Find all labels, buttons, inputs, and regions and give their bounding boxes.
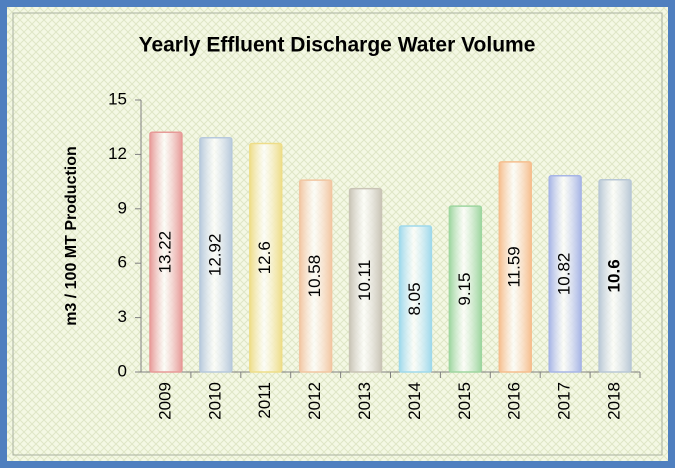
bar bbox=[448, 205, 483, 373]
bar bbox=[249, 142, 283, 373]
bar bbox=[199, 136, 233, 373]
value-label: 12.6 bbox=[255, 241, 274, 274]
x-tick-label: 2012 bbox=[305, 382, 324, 420]
x-tick-label: 2015 bbox=[455, 382, 474, 420]
x-tick-label: 2016 bbox=[505, 382, 524, 420]
x-tick-label: 2014 bbox=[405, 382, 424, 420]
x-tick-label: 2009 bbox=[155, 382, 174, 420]
value-label: 9.15 bbox=[455, 272, 474, 305]
y-tick-label: 6 bbox=[118, 253, 127, 272]
y-tick-label: 9 bbox=[118, 198, 127, 217]
bar bbox=[398, 225, 433, 373]
y-tick-label: 0 bbox=[118, 361, 127, 380]
x-tick-label: 2010 bbox=[205, 382, 224, 420]
x-tick-label: 2018 bbox=[605, 382, 624, 420]
x-tick-label: 2011 bbox=[255, 382, 274, 419]
value-label: 10.58 bbox=[305, 255, 324, 298]
value-label: 13.22 bbox=[155, 231, 174, 274]
bar bbox=[598, 179, 632, 373]
y-tick-label: 15 bbox=[108, 89, 127, 108]
value-label: 8.05 bbox=[405, 282, 424, 315]
value-label: 12.92 bbox=[205, 234, 224, 277]
x-tick-label: 2017 bbox=[555, 382, 574, 420]
chart-border bbox=[12, 12, 663, 456]
bar bbox=[498, 161, 532, 373]
x-tick-label: 2013 bbox=[355, 382, 374, 420]
bar bbox=[149, 131, 183, 373]
value-label: 10.11 bbox=[355, 260, 374, 301]
chart-title: Yearly Effluent Discharge Water Volume bbox=[139, 34, 536, 57]
y-tick-label: 12 bbox=[108, 144, 127, 163]
bar bbox=[548, 175, 582, 373]
value-label: 10.82 bbox=[555, 253, 574, 296]
value-label: 11.59 bbox=[505, 246, 524, 287]
bar bbox=[348, 187, 383, 373]
y-axis-label: m3 / 100 MT Production bbox=[63, 146, 80, 326]
value-label: 10.6 bbox=[605, 259, 624, 292]
bar bbox=[298, 179, 333, 373]
y-tick-label: 3 bbox=[118, 307, 127, 326]
